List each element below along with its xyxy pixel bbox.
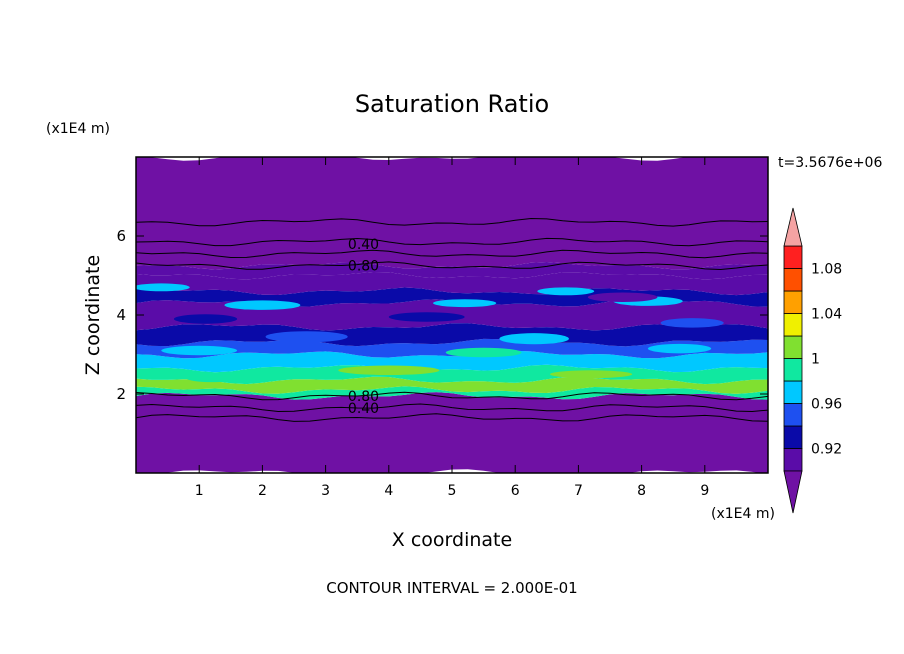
color-band [136, 392, 768, 473]
color-patch [549, 370, 633, 379]
color-patch [224, 300, 301, 310]
color-band [136, 272, 768, 296]
colorbar-segment [783, 268, 803, 292]
colorbar-segment [783, 358, 803, 382]
color-patch [587, 292, 658, 302]
colorbar-segment [783, 313, 803, 337]
colorbar-over-arrow [783, 207, 803, 247]
x-tick-label: 5 [448, 483, 457, 499]
color-band [136, 323, 768, 347]
colorbar-tick-label: 1 [811, 352, 820, 368]
color-band [136, 157, 768, 270]
color-patch [537, 287, 595, 296]
y-unit-label: (x1E4 m) [46, 121, 110, 137]
x-axis-ticks: 1 2 3 4 5 6 7 8 9 [195, 157, 709, 499]
color-patch [660, 318, 724, 328]
colorbar-tick-label: 0.92 [811, 442, 842, 458]
colorbar-tick-label: 0.96 [811, 397, 842, 413]
x-tick-label: 6 [511, 483, 520, 499]
x-tick-label: 4 [384, 483, 393, 499]
time-label: t=3.5676e+06 [778, 155, 882, 171]
x-tick-label: 2 [258, 483, 267, 499]
color-bands [136, 157, 768, 473]
color-patches [136, 277, 724, 383]
y-axis-label: Z coordinate [82, 255, 104, 375]
color-band [136, 338, 768, 359]
colorbar-segment [783, 403, 803, 427]
color-patch [173, 314, 238, 324]
color-patch [445, 347, 522, 358]
color-patch [161, 345, 238, 356]
x-unit-label: (x1E4 m) [711, 506, 775, 522]
contour-line [136, 217, 768, 227]
colorbar-segment [783, 245, 803, 269]
colorbar-segment [783, 448, 803, 472]
x-tick-label: 3 [321, 483, 330, 499]
y-tick-label: 6 [116, 227, 126, 245]
contour-line [136, 413, 768, 422]
contour-label: 0.80 [348, 389, 379, 405]
colorbar-segment [783, 290, 803, 314]
colorbar-tick-label: 1.04 [811, 307, 842, 323]
contour-line [136, 403, 768, 413]
x-tick-label: 1 [195, 483, 204, 499]
colorbar-segment [783, 335, 803, 359]
contour-line [136, 237, 768, 247]
x-tick-label: 8 [637, 483, 646, 499]
color-patch [338, 365, 440, 376]
contour-line [136, 261, 768, 271]
colorbar-segment [783, 380, 803, 404]
colorbar-segment [783, 425, 803, 449]
colorbar-tick-label: 1.08 [811, 262, 842, 278]
contour-line [136, 391, 768, 401]
contour-labels: 0.400.800.800.40 [348, 237, 379, 417]
colorbar: 0.92 0.96 1 1.04 1.08 [783, 207, 842, 514]
contour-label: 0.40 [348, 237, 379, 253]
plot-area [136, 157, 768, 473]
x-axis-label: X coordinate [392, 529, 512, 551]
color-patch [186, 374, 238, 383]
color-patch [265, 331, 348, 343]
x-tick-label: 7 [574, 483, 583, 499]
color-band [136, 262, 768, 280]
x-tick-label: 9 [700, 483, 709, 499]
color-patch [647, 343, 712, 354]
color-band [136, 350, 768, 373]
contour-lines [136, 217, 768, 422]
color-band [136, 364, 768, 385]
colorbar-under-arrow [783, 470, 803, 514]
contour-label: 0.80 [348, 259, 379, 275]
y-axis-ticks: 2 4 6 [116, 227, 768, 403]
y-tick-label: 4 [116, 306, 126, 324]
color-patch [499, 333, 569, 345]
contour-interval-note: CONTOUR INTERVAL = 2.000E-01 [326, 579, 577, 597]
color-patch [136, 283, 190, 292]
color-patch [433, 299, 497, 308]
color-band [136, 376, 768, 394]
color-band [136, 287, 768, 307]
color-band [136, 386, 768, 400]
chart-title: Saturation Ratio [355, 90, 549, 118]
contour-line [136, 249, 768, 259]
color-patch [306, 277, 396, 286]
color-patch [388, 312, 465, 322]
contour-label: 0.40 [348, 401, 379, 417]
y-tick-label: 2 [116, 385, 126, 403]
